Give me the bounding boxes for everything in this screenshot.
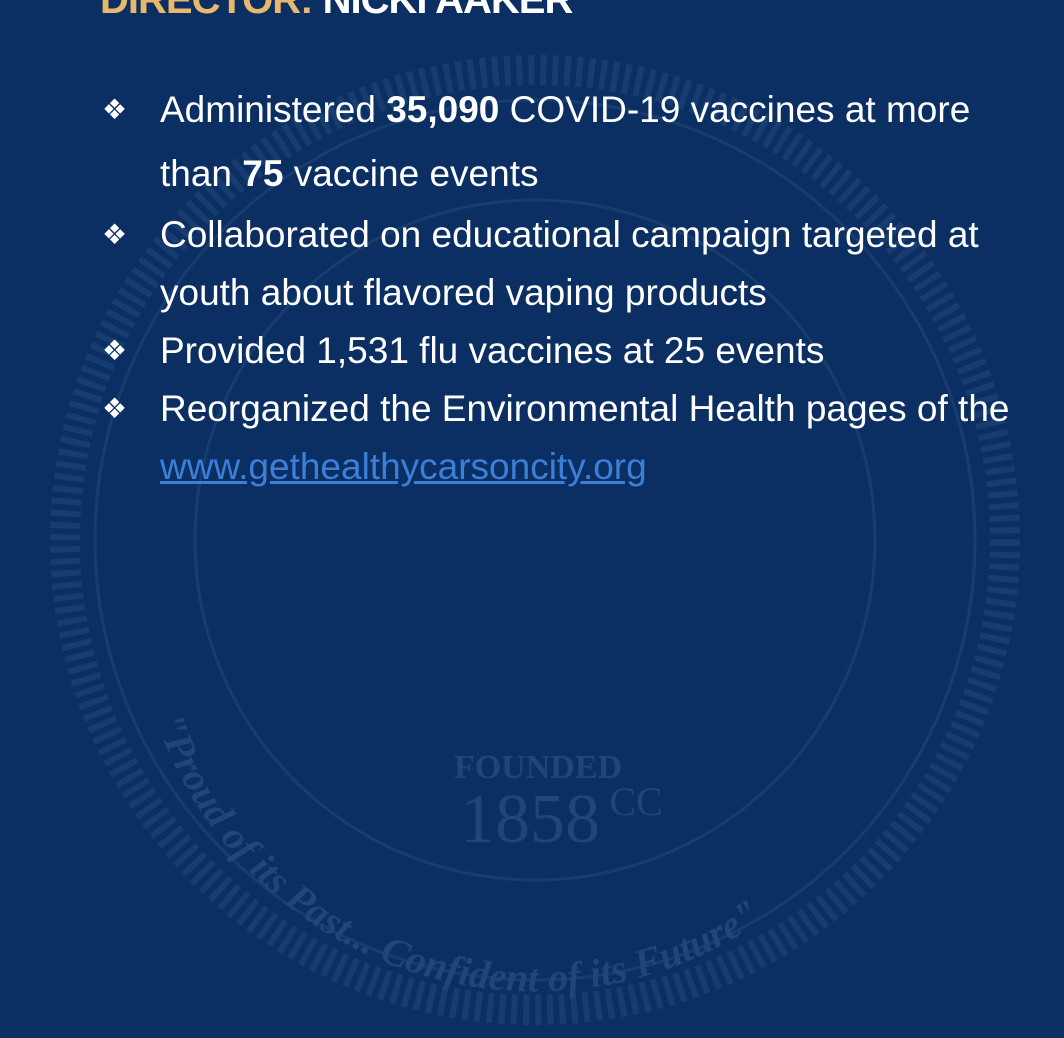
- bullet: Administered 35,090 COVID-19 vaccines at…: [100, 78, 1050, 206]
- text: Collaborated on educational campaign tar…: [160, 214, 979, 313]
- bullet-list: Administered 35,090 COVID-19 vaccines at…: [100, 78, 1050, 496]
- bullet: Collaborated on educational campaign tar…: [100, 206, 1050, 322]
- seal-year: 1858: [460, 781, 600, 858]
- bullet: Provided 1,531 flu vaccines at 25 events: [100, 322, 1050, 380]
- link[interactable]: www.gethealthycarsoncity.org: [160, 446, 647, 487]
- text: Reorganized the Environmental Health pag…: [160, 388, 1010, 429]
- header-label: DIRECTOR:: [100, 0, 313, 22]
- header-name: NICKI AAKER: [322, 0, 574, 22]
- header: DIRECTOR: NICKI AAKER: [100, 0, 574, 23]
- text: Provided 1,531 flu vaccines at 25 events: [160, 330, 825, 371]
- seal-founded: FOUNDED: [454, 749, 622, 786]
- bullet: Reorganized the Environmental Health pag…: [100, 380, 1050, 496]
- text: COVID-19 vaccines at more than: [160, 89, 971, 194]
- bold-text: 35,090: [386, 89, 500, 130]
- text: Administered: [160, 89, 387, 130]
- text: vaccine events: [283, 153, 539, 194]
- bold-text: 75: [242, 153, 284, 194]
- seal-initials: CC: [609, 779, 662, 824]
